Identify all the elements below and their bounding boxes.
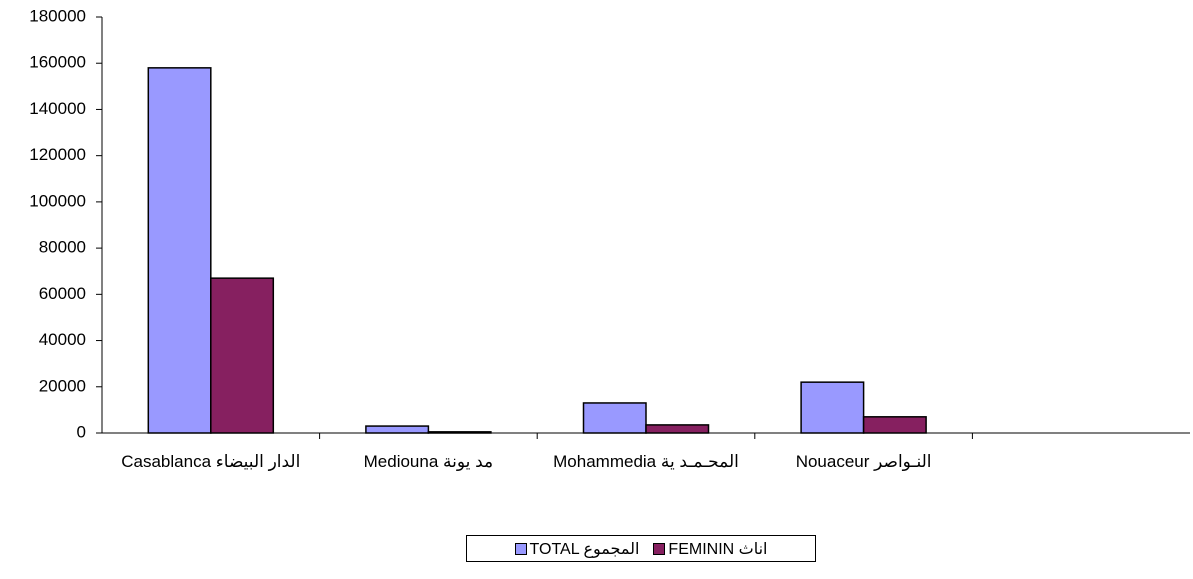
bar [800,381,865,434]
legend-item: FEMININ اناث [653,539,767,559]
y-tick-label: 160000 [29,53,86,72]
legend-item: TOTAL المجموع [514,539,640,559]
bar [365,425,430,434]
bar [862,416,927,434]
bar [147,67,212,434]
y-tick-label: 140000 [29,99,86,118]
bar [582,402,647,434]
bar [645,424,710,434]
y-tick-label: 60000 [39,284,86,303]
bar [427,431,492,434]
y-tick-label: 80000 [39,238,86,257]
y-tick-label: 180000 [29,6,86,25]
y-tick-label: 40000 [39,330,86,349]
x-tick-label: Nouaceur النـواصر [795,452,932,471]
y-tick-label: 20000 [39,376,86,395]
legend-label: FEMININ اناث [668,540,768,558]
y-tick-label: 100000 [29,191,86,210]
legend-label: TOTAL المجموع [529,540,640,558]
legend-swatch [514,543,527,556]
y-tick-label: 120000 [29,145,86,164]
x-tick-label: Casablanca الدار البيضاء [121,452,301,471]
x-tick-label: Mediouna مد يونة [363,452,494,471]
legend: TOTAL المجموع FEMININ اناث [466,535,816,562]
y-tick-label: 0 [77,422,86,441]
bar [210,277,275,434]
legend-swatch [653,543,666,556]
x-tick-label: Mohammedia المحـمـد ية [553,452,739,471]
